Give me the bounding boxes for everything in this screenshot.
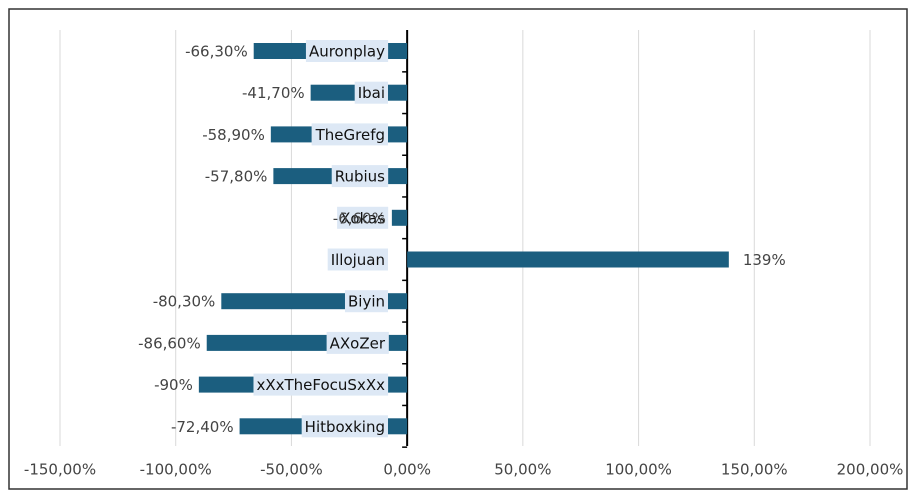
x-tick-label: 50,00% (494, 461, 551, 479)
bar (391, 209, 408, 226)
category-label: Biyin (348, 293, 385, 311)
category-label: Xokas (340, 209, 385, 227)
bar (407, 251, 729, 268)
value-label: -6,60% (333, 209, 386, 227)
x-tick-label: 100,00% (605, 461, 672, 479)
x-tick-label: -100,00% (140, 461, 212, 479)
value-label: -66,30% (185, 43, 248, 61)
value-label: -86,60% (138, 334, 201, 352)
category-label-bg (327, 248, 388, 271)
x-tick-label: 150,00% (721, 461, 788, 479)
category-label: Hitboxking (305, 418, 385, 436)
category-label: Auronplay (309, 43, 385, 61)
value-label: -57,80% (205, 168, 268, 186)
value-label: -72,40% (171, 418, 234, 436)
x-tick-label: -50,00% (260, 461, 323, 479)
category-label-bg (253, 373, 389, 396)
category-label-bg (331, 165, 389, 188)
chart-border (8, 8, 908, 490)
category-label: Rubius (335, 168, 385, 186)
category-label-bg (337, 206, 389, 229)
category-label: TheGrefg (315, 126, 385, 144)
category-label-bg (301, 415, 388, 438)
category-label: xXxTheFocuSxXx (256, 376, 385, 394)
value-label: -80,30% (153, 293, 216, 311)
category-label-bg (354, 81, 388, 104)
x-tick-label: 200,00% (837, 461, 904, 479)
x-tick-label: 0,00% (383, 461, 431, 479)
category-label-bg (344, 290, 388, 313)
category-label: Illojuan (331, 251, 385, 269)
value-label: -58,90% (202, 126, 265, 144)
value-label: 139% (743, 251, 786, 269)
category-label: Ibai (358, 84, 385, 102)
x-tick-label: -150,00% (24, 461, 96, 479)
category-label-bg (305, 40, 389, 62)
category-label-bg (326, 331, 389, 354)
category-label: AXoZer (330, 334, 386, 352)
value-label: -90% (154, 376, 193, 394)
category-label-bg (311, 123, 388, 146)
value-label: -41,70% (242, 84, 305, 102)
